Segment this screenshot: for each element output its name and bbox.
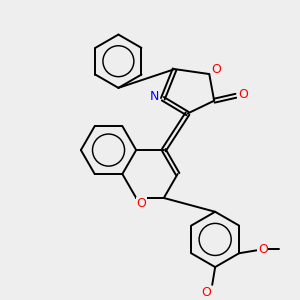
Text: O: O — [201, 286, 211, 299]
Text: O: O — [238, 88, 248, 101]
Text: N: N — [150, 90, 160, 103]
Text: O: O — [136, 197, 146, 210]
Text: O: O — [211, 63, 221, 76]
Text: O: O — [258, 243, 268, 256]
